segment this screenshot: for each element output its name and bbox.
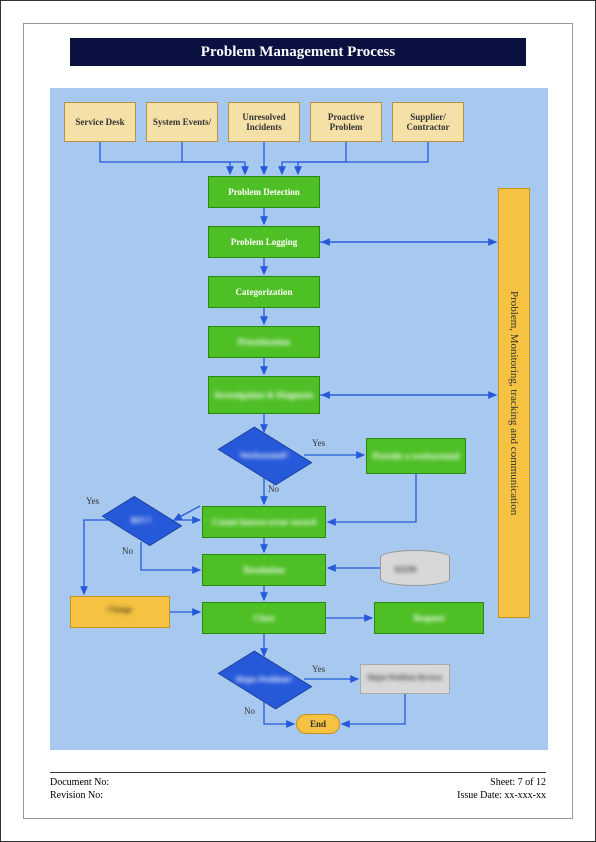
input-supplier: Supplier/ Contractor <box>392 102 464 142</box>
process-prioritization: Prioritization <box>208 326 320 358</box>
label-no-2: No <box>122 546 133 556</box>
input-system-events: System Events/ <box>146 102 218 142</box>
page-title: Problem Management Process <box>70 38 526 66</box>
decision-rfc: RFC? <box>108 498 174 542</box>
process-categorization: Categorization <box>208 276 320 308</box>
label-yes-3: Yes <box>312 664 325 674</box>
footer-sheet: Sheet: 7 of 12 <box>490 776 546 789</box>
input-proactive: Proactive Problem <box>310 102 382 142</box>
footer-rev-no: Revision No: <box>50 789 103 802</box>
label-yes-2: Yes <box>86 496 99 506</box>
process-known-error: Create known error record <box>202 506 326 538</box>
page-footer: Document No: Sheet: 7 of 12 Revision No:… <box>50 772 546 802</box>
label-yes-1: Yes <box>312 438 325 448</box>
decision-workaround: Workaround? <box>224 430 304 480</box>
decision-major: Major Problem? <box>224 654 304 704</box>
process-investigation: Investigation & Diagnosis <box>208 376 320 414</box>
process-workaround: Provide a workaround <box>366 438 466 474</box>
process-detection: Problem Detection <box>208 176 320 208</box>
process-resolution: Resolution <box>202 554 326 586</box>
input-service-desk: Service Desk <box>64 102 136 142</box>
page-frame: Problem Management Process Service Desk … <box>23 23 573 819</box>
process-logging: Problem Logging <box>208 226 320 258</box>
footer-doc-no: Document No: <box>50 776 109 789</box>
flowchart-canvas: Service Desk System Events/ Unresolved I… <box>50 88 548 750</box>
input-unresolved: Unresolved Incidents <box>228 102 300 142</box>
aux-change: Change <box>70 596 170 628</box>
sidebar-monitoring: Problem, Monitoring, tracking and commun… <box>498 188 530 618</box>
label-no-1: No <box>268 484 279 494</box>
process-request: Request <box>374 602 484 634</box>
footer-issue-date: Issue Date: xx-xxx-xx <box>457 789 546 802</box>
terminator-end: End <box>296 714 340 734</box>
data-kedb: KEDB <box>380 550 450 586</box>
aux-major-review: Major Problem Review <box>360 664 450 694</box>
process-close: Close <box>202 602 326 634</box>
label-no-3: No <box>244 706 255 716</box>
